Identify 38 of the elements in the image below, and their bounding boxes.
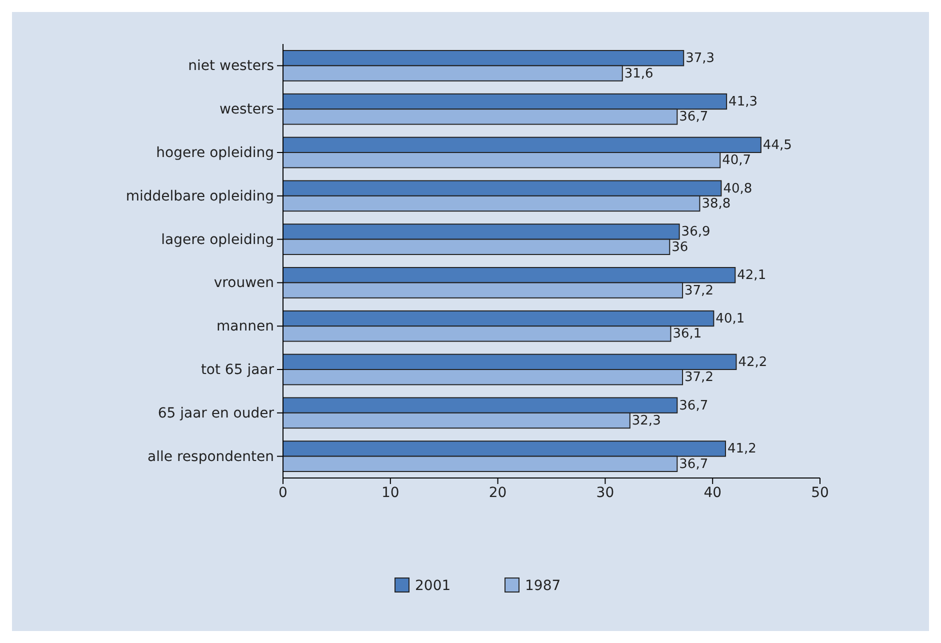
data-label: 41,2 xyxy=(727,442,756,457)
y-tick-label: tot 65 jaar xyxy=(200,362,274,378)
data-label: 37,3 xyxy=(686,51,715,66)
data-label: 37,2 xyxy=(684,283,714,298)
data-label: 36 xyxy=(672,240,688,255)
data-label: 31,6 xyxy=(624,66,654,82)
y-tick-label: vrouwen xyxy=(214,275,274,292)
y-tick-label: westers xyxy=(219,102,274,118)
y-tick-label: 65 jaar en ouder xyxy=(158,405,274,422)
y-tick-label: mannen xyxy=(216,318,274,335)
x-tick-label: 10 xyxy=(381,484,400,501)
data-label: 40,7 xyxy=(722,153,752,168)
y-tick-label: lagere opleiding xyxy=(161,232,274,248)
data-label: 32,3 xyxy=(632,413,661,428)
data-label: 36,9 xyxy=(681,224,710,240)
data-label: 36,7 xyxy=(679,456,708,472)
data-label: 44,5 xyxy=(762,138,792,153)
legend-label: 1987 xyxy=(525,578,561,594)
data-label: 42,2 xyxy=(738,354,768,370)
data-label: 40,8 xyxy=(723,181,752,196)
data-label: 37,2 xyxy=(684,370,714,386)
x-tick-label: 30 xyxy=(596,484,614,501)
y-tick-label: hogere opleiding xyxy=(156,144,274,161)
data-label: 36,1 xyxy=(672,326,702,342)
data-label: 36,7 xyxy=(679,398,708,414)
y-tick-label: middelbare opleiding xyxy=(126,188,274,204)
y-tick-label: alle respondenten xyxy=(148,448,274,465)
data-label: 36,7 xyxy=(679,110,708,125)
data-label: 42,1 xyxy=(737,268,766,284)
y-tick-label: niet westers xyxy=(188,58,274,74)
x-tick-label: 20 xyxy=(488,484,507,501)
legend-label: 2001 xyxy=(415,578,451,594)
data-label: 41,3 xyxy=(728,94,758,110)
data-label: 40,1 xyxy=(716,312,745,327)
data-label: 38,8 xyxy=(702,196,731,212)
x-tick-label: 50 xyxy=(811,484,829,501)
x-tick-label: 0 xyxy=(278,484,288,501)
x-tick-label: 40 xyxy=(704,484,722,501)
